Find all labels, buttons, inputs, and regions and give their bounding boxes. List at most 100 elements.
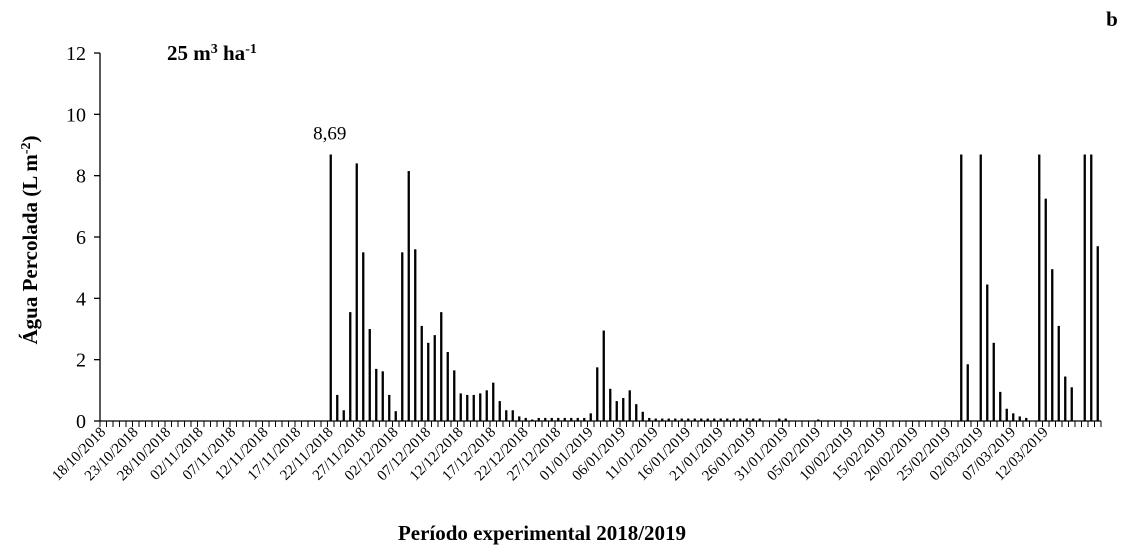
bar-47 — [407, 171, 410, 421]
bar-73 — [576, 417, 579, 421]
bar-97 — [732, 418, 735, 421]
bar-94 — [713, 418, 716, 421]
y-axis-title-sup: -2 — [19, 142, 34, 154]
bar-60 — [492, 382, 495, 421]
bar-70 — [557, 417, 560, 421]
bar-96 — [726, 418, 729, 421]
bar-46 — [401, 252, 404, 421]
x-ticks-group — [99, 421, 1102, 427]
bar-99 — [745, 418, 748, 421]
bar-51 — [433, 335, 436, 421]
bar-151 — [1083, 154, 1086, 421]
bar-77 — [602, 330, 605, 421]
bar-42 — [375, 368, 378, 421]
bar-44 — [388, 394, 391, 421]
y-tick-label-1: 2 — [76, 350, 86, 372]
bar-85 — [654, 418, 657, 421]
bar-79 — [615, 401, 618, 421]
bar-87 — [667, 418, 670, 421]
bar-83 — [641, 411, 644, 421]
bar-35 — [329, 154, 332, 421]
subtitle-mid: ha — [218, 41, 246, 65]
bar-89 — [680, 418, 683, 421]
y-tick-label-5: 10 — [66, 104, 86, 126]
bar-141 — [1018, 416, 1021, 421]
bar-40 — [362, 252, 365, 421]
bar-81 — [628, 390, 631, 421]
bar-135 — [979, 154, 982, 421]
bar-39 — [355, 163, 358, 421]
subtitle-base: 25 m — [167, 41, 211, 65]
chart-subtitle: 25 m3 ha-1 — [167, 41, 257, 65]
bar-37 — [342, 410, 345, 421]
y-tick-label-4: 8 — [76, 166, 86, 188]
bar-88 — [674, 418, 677, 421]
bar-138 — [999, 391, 1002, 421]
bar-76 — [596, 367, 599, 421]
bar-48 — [414, 249, 417, 421]
bar-67 — [537, 417, 540, 421]
bar-72 — [570, 417, 573, 421]
bar-133 — [966, 364, 969, 421]
bar-69 — [550, 417, 553, 421]
x-axis-title: Período experimental 2018/2019 — [398, 521, 686, 545]
bar-146 — [1051, 269, 1054, 421]
y-tick-label-0: 0 — [76, 411, 86, 433]
bar-100 — [752, 418, 755, 421]
bar-142 — [1025, 417, 1028, 421]
x-tick-labels-group: 18/10/201823/10/201828/10/201802/11/2018… — [49, 425, 1051, 485]
bar-54 — [453, 370, 456, 421]
bar-52 — [440, 312, 443, 421]
bar-58 — [479, 393, 482, 421]
bar-80 — [622, 398, 625, 421]
bar-71 — [563, 417, 566, 421]
bar-139 — [1005, 408, 1008, 421]
bar-74 — [583, 417, 586, 421]
bar-91 — [693, 418, 696, 421]
y-tick-label-6: 12 — [66, 43, 86, 65]
bar-105 — [784, 418, 787, 421]
bar-64 — [518, 416, 521, 421]
bar-136 — [986, 284, 989, 421]
bar-53 — [446, 352, 449, 421]
y-axis-title-base: Água Percolada (L m — [18, 154, 42, 345]
peak-annotation: 8,69 — [313, 124, 346, 145]
bar-56 — [466, 394, 469, 421]
y-axis-title: Água Percolada (L m-2) — [18, 135, 42, 344]
bar-78 — [609, 388, 612, 421]
bar-101 — [758, 418, 761, 421]
bar-93 — [706, 418, 709, 421]
bar-36 — [336, 394, 339, 421]
y-tick-label-2: 4 — [76, 288, 86, 310]
bar-153 — [1096, 246, 1099, 421]
bar-152 — [1090, 154, 1093, 421]
bar-95 — [719, 418, 722, 421]
bar-104 — [778, 418, 781, 421]
bar-137 — [992, 342, 995, 421]
bar-38 — [349, 312, 352, 421]
bar-110 — [817, 419, 820, 421]
bar-41 — [368, 329, 371, 421]
bar-62 — [505, 410, 508, 421]
bar-55 — [459, 393, 462, 421]
y-tick-label-3: 6 — [76, 227, 86, 249]
bar-98 — [739, 418, 742, 421]
bar-144 — [1038, 154, 1041, 421]
bar-50 — [427, 342, 430, 421]
bar-132 — [960, 154, 963, 421]
bar-147 — [1057, 325, 1060, 421]
bar-43 — [381, 371, 384, 421]
bar-65 — [524, 417, 527, 421]
bar-45 — [394, 411, 397, 421]
subtitle-sup-1: 3 — [211, 42, 218, 57]
bar-84 — [648, 417, 651, 421]
subtitle-sup-2: -1 — [245, 42, 257, 57]
bar-68 — [544, 417, 547, 421]
y-ticks-group: 0 2 4 6 8 10 12 — [66, 43, 100, 433]
panel-label: b — [1106, 7, 1118, 31]
bar-63 — [511, 410, 514, 421]
bar-61 — [498, 401, 501, 421]
bar-149 — [1070, 387, 1073, 421]
